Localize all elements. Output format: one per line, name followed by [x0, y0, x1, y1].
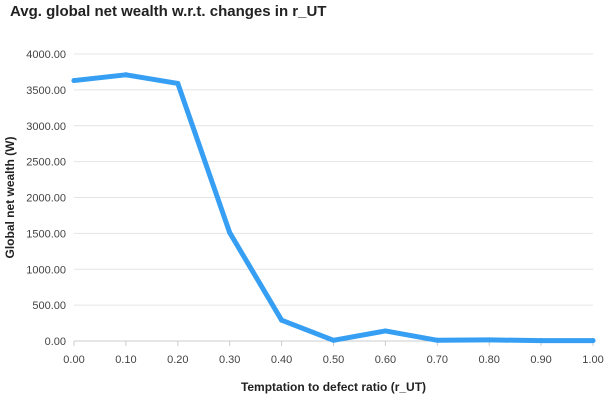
- x-tick-label: 0.40: [271, 354, 292, 366]
- y-axis-tick-labels: 0.00 500.00 1000.00 1500.00 2000.00 2500.00 30…: [26, 49, 66, 348]
- x-tick-label: 0.00: [63, 354, 84, 366]
- x-axis-title: Temptation to defect ratio (r_UT): [241, 380, 426, 394]
- x-tick-label: 0.60: [375, 354, 396, 366]
- data-point: [175, 80, 181, 86]
- y-tick-label: 3000.00: [26, 121, 66, 133]
- data-point: [486, 337, 492, 343]
- x-tick-label: 0.10: [115, 354, 136, 366]
- data-point: [382, 328, 388, 334]
- data-point: [434, 337, 440, 343]
- x-tick-label: 0.50: [323, 354, 344, 366]
- x-tick-label: 1.00: [582, 354, 603, 366]
- y-tick-label: 3500.00: [26, 85, 66, 97]
- y-tick-label: 0.00: [45, 336, 66, 348]
- data-point: [538, 338, 544, 344]
- data-point: [123, 72, 129, 78]
- x-tick-label: 0.70: [427, 354, 448, 366]
- x-tick-label: 0.20: [167, 354, 188, 366]
- y-axis-title: Global net wealth (W): [3, 136, 17, 258]
- y-tick-label: 2500.00: [26, 157, 66, 169]
- y-tick-label: 500.00: [32, 300, 66, 312]
- y-tick-label: 2000.00: [26, 193, 66, 205]
- data-point: [279, 317, 285, 323]
- series-layer: [71, 72, 596, 344]
- y-tick-label: 1000.00: [26, 264, 66, 276]
- data-point: [331, 337, 336, 343]
- series-line: [71, 72, 596, 344]
- chart-title: Avg. global net wealth w.r.t. changes in…: [10, 3, 327, 20]
- y-tick-label: 4000.00: [26, 49, 66, 61]
- x-axis-tick-labels: 0.00 0.10 0.20 0.30 0.40 0.50 0.60 0.70 0.80 0.90…: [63, 354, 603, 366]
- x-tick-label: 0.80: [478, 354, 499, 366]
- x-tick-label: 0.30: [219, 354, 240, 366]
- data-point: [590, 338, 596, 344]
- data-point: [227, 230, 233, 236]
- y-tick-label: 1500.00: [26, 228, 66, 240]
- gridlines: [74, 53, 593, 306]
- x-tick-label: 0.90: [530, 354, 551, 366]
- x-axis-ticks: [73, 341, 594, 346]
- data-point: [71, 78, 77, 84]
